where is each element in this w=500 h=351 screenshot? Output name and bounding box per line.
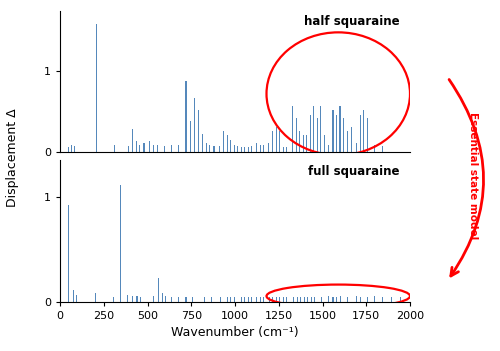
Bar: [299, 131, 300, 152]
Bar: [251, 146, 252, 152]
Bar: [313, 106, 314, 152]
Bar: [306, 135, 308, 152]
Bar: [170, 297, 172, 302]
Bar: [282, 147, 284, 152]
Bar: [96, 24, 97, 152]
Bar: [316, 118, 318, 152]
Bar: [148, 141, 150, 152]
Bar: [320, 106, 322, 152]
Text: full squaraine: full squaraine: [308, 165, 400, 178]
Bar: [363, 110, 364, 152]
Bar: [260, 297, 261, 302]
Text: half squaraine: half squaraine: [304, 15, 400, 28]
Bar: [400, 297, 401, 302]
Bar: [302, 135, 304, 152]
Bar: [343, 118, 344, 152]
Bar: [282, 297, 284, 302]
Bar: [382, 297, 384, 302]
Bar: [223, 131, 224, 152]
Bar: [268, 143, 269, 152]
Bar: [279, 131, 280, 152]
Bar: [76, 294, 77, 302]
Bar: [292, 106, 294, 152]
Bar: [170, 145, 172, 152]
Bar: [240, 147, 242, 152]
Bar: [296, 297, 298, 302]
Bar: [391, 297, 392, 302]
Bar: [153, 145, 154, 152]
Bar: [68, 147, 69, 152]
Bar: [244, 297, 245, 302]
Bar: [336, 297, 337, 302]
Bar: [272, 131, 273, 152]
Bar: [113, 297, 114, 302]
Bar: [260, 145, 261, 152]
Bar: [251, 297, 252, 302]
Bar: [310, 115, 311, 152]
Bar: [68, 205, 69, 302]
Bar: [153, 296, 154, 302]
FancyArrowPatch shape: [449, 80, 484, 276]
Bar: [328, 296, 329, 302]
Bar: [162, 293, 163, 302]
Bar: [293, 297, 294, 302]
Bar: [310, 297, 312, 302]
Bar: [74, 146, 76, 152]
Bar: [300, 297, 301, 302]
Bar: [204, 297, 205, 302]
Bar: [296, 118, 297, 152]
Bar: [226, 135, 228, 152]
Bar: [256, 143, 258, 152]
Bar: [156, 145, 158, 152]
Bar: [226, 297, 228, 302]
Bar: [356, 296, 357, 302]
Bar: [120, 185, 122, 302]
Bar: [356, 143, 357, 152]
Bar: [382, 146, 384, 152]
Bar: [286, 147, 287, 152]
Bar: [136, 296, 138, 302]
Bar: [351, 127, 352, 152]
Bar: [158, 278, 160, 302]
Bar: [286, 297, 287, 302]
X-axis label: Wavenumber (cm⁻¹): Wavenumber (cm⁻¹): [171, 326, 299, 339]
Bar: [209, 145, 210, 152]
Bar: [194, 98, 195, 152]
Bar: [366, 118, 368, 152]
Bar: [240, 297, 242, 302]
Bar: [268, 297, 270, 302]
Bar: [340, 296, 342, 302]
Bar: [279, 297, 280, 302]
Bar: [314, 297, 315, 302]
Bar: [71, 145, 72, 152]
Bar: [336, 115, 337, 152]
Bar: [332, 110, 334, 152]
Bar: [244, 147, 245, 152]
Bar: [328, 145, 329, 152]
Bar: [230, 140, 231, 152]
Bar: [190, 121, 192, 152]
Bar: [127, 294, 128, 302]
Bar: [139, 145, 140, 152]
Bar: [198, 110, 199, 152]
Bar: [211, 297, 212, 302]
Bar: [128, 146, 129, 152]
Text: Displacement Δ: Displacement Δ: [6, 109, 19, 207]
Bar: [324, 135, 325, 152]
Bar: [321, 297, 322, 302]
Text: Essential state model: Essential state model: [468, 112, 477, 239]
Bar: [237, 146, 238, 152]
Bar: [307, 297, 308, 302]
Bar: [230, 297, 231, 302]
Bar: [132, 296, 133, 302]
Bar: [272, 297, 273, 302]
Bar: [366, 297, 368, 302]
Bar: [332, 297, 334, 302]
Bar: [114, 145, 115, 152]
Bar: [72, 290, 74, 302]
Bar: [132, 129, 133, 152]
Bar: [256, 297, 258, 302]
Bar: [218, 146, 220, 152]
